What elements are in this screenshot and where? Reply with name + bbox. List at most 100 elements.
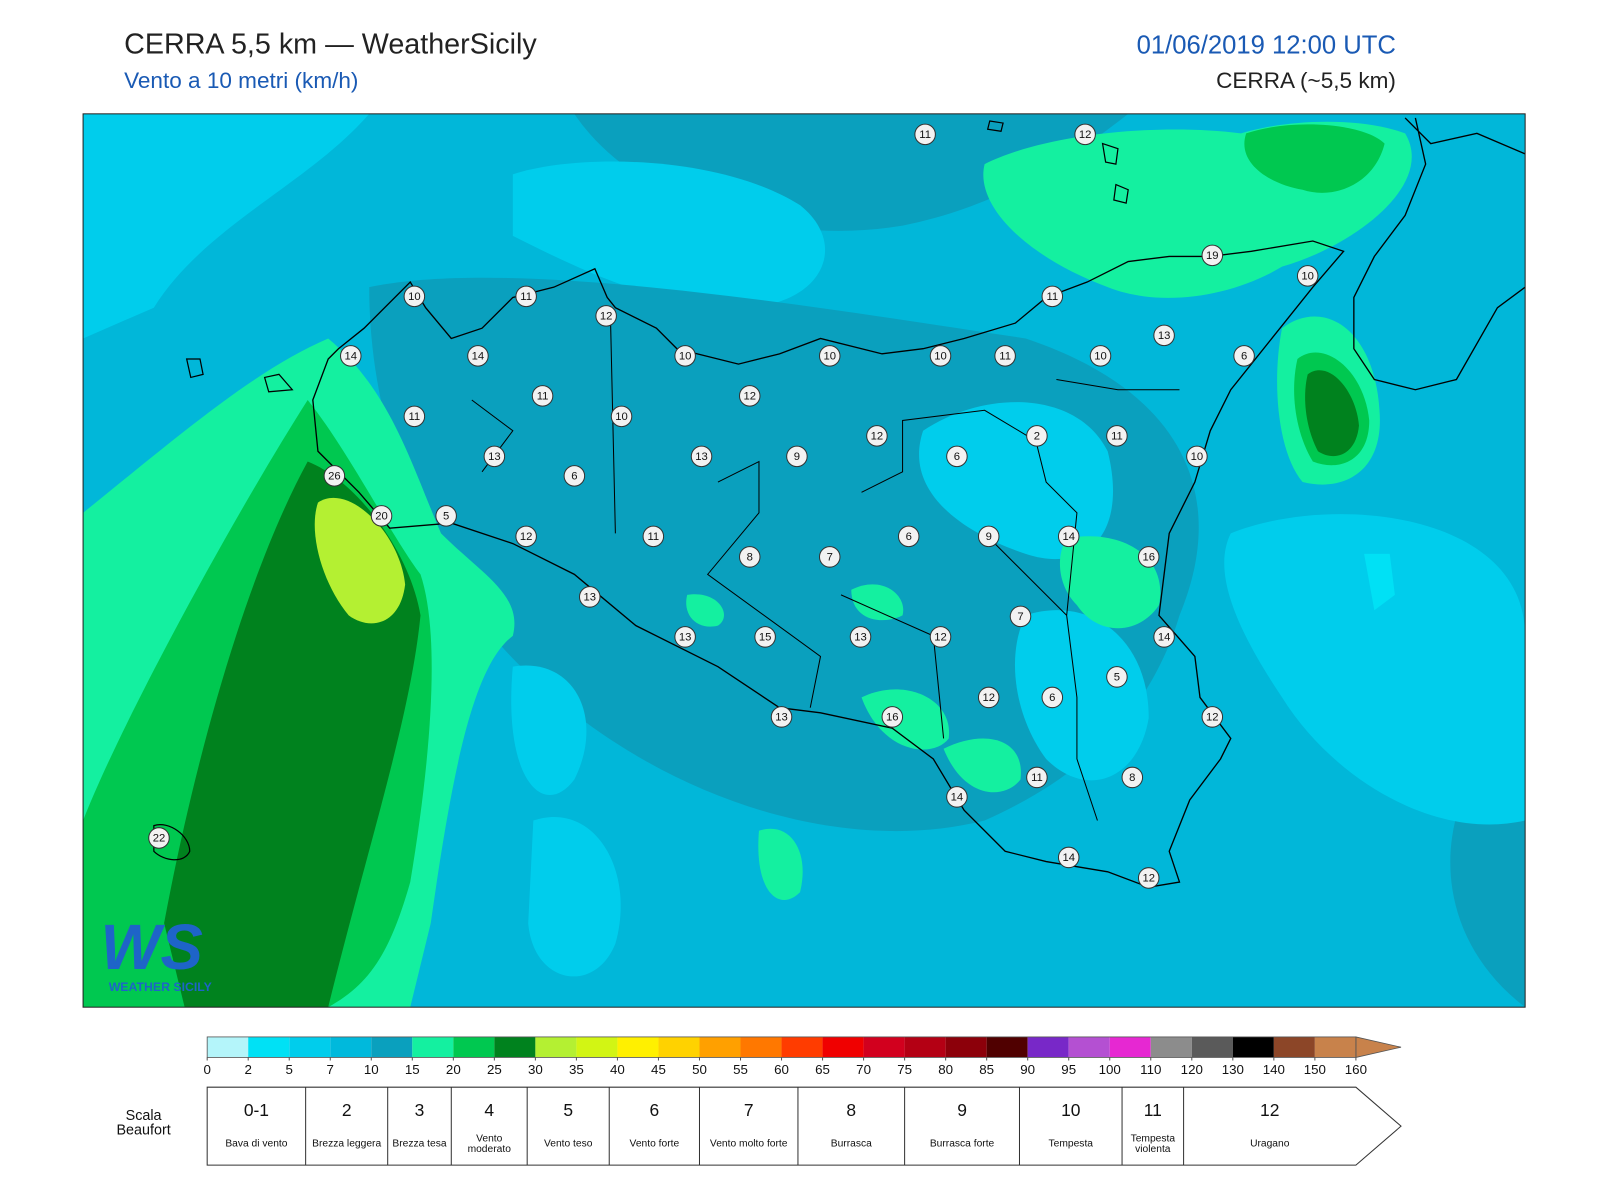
station: 19 xyxy=(1201,244,1224,267)
beaufort-name-box: Burrasca xyxy=(831,1139,872,1149)
beaufort-scale: Scala Beaufort 0-1 Bava di vento 2 Brezza l… xyxy=(116,1086,1402,1166)
colorbar-segment xyxy=(1109,1036,1151,1058)
colorbar-tick-label: 65 xyxy=(815,1062,830,1077)
station-value: 12 xyxy=(1079,129,1092,141)
station-value: 14 xyxy=(951,791,964,803)
colorbar-segment xyxy=(1314,1036,1356,1058)
beaufort-name-box: Uragano xyxy=(1250,1139,1289,1149)
station: 9 xyxy=(786,445,808,468)
station: 11 xyxy=(531,385,554,407)
station: 13 xyxy=(770,706,793,728)
colorbar-segment xyxy=(986,1036,1028,1058)
colorbar-segment xyxy=(658,1036,700,1058)
station-value: 13 xyxy=(679,631,692,643)
colorbar-tick-label: 80 xyxy=(938,1062,953,1077)
station-value: 5 xyxy=(1114,671,1120,683)
station-marker xyxy=(929,345,952,367)
colorbar-segment xyxy=(863,1036,905,1058)
station-value: 7 xyxy=(1017,611,1023,623)
colorbar-tick-label: 75 xyxy=(897,1062,912,1077)
station: 15 xyxy=(754,626,776,648)
station-marker xyxy=(1186,445,1208,468)
station-marker xyxy=(403,405,426,428)
colorbar-tick-label: 130 xyxy=(1222,1062,1244,1077)
beaufort-force: 0-1 xyxy=(244,1100,269,1120)
colorbar-tick-label: 5 xyxy=(286,1062,293,1077)
beaufort-name: Tempesta xyxy=(1048,1138,1093,1150)
station: 13 xyxy=(849,626,872,648)
station-value: 11 xyxy=(1031,772,1043,784)
station: 6 xyxy=(946,445,968,468)
colorbar-segment xyxy=(740,1036,782,1058)
colorbar-tick-label: 140 xyxy=(1263,1062,1285,1077)
beaufort-name: Vento moderato xyxy=(467,1133,511,1155)
station-value: 11 xyxy=(1111,430,1123,442)
station-marker xyxy=(1057,525,1080,548)
station: 11 xyxy=(1041,285,1064,308)
station: 10 xyxy=(929,345,952,367)
station-value: 10 xyxy=(1191,451,1204,463)
station-marker xyxy=(467,345,489,367)
station: 26 xyxy=(323,465,346,487)
colorbar-tick-label: 35 xyxy=(569,1062,584,1077)
colorbar-segment xyxy=(289,1036,331,1058)
station: 12 xyxy=(866,425,888,447)
beaufort-name-box: Vento molto forte xyxy=(710,1139,788,1149)
colorbar-tick-label: 95 xyxy=(1061,1062,1076,1077)
station: 11 xyxy=(642,525,665,548)
field xyxy=(1305,370,1359,457)
station-value: 10 xyxy=(823,350,836,362)
station: 10 xyxy=(610,405,633,428)
colorbar-segment xyxy=(781,1036,823,1058)
station-value: 13 xyxy=(695,451,708,463)
station-value: 6 xyxy=(1049,692,1055,704)
colorbar-tick-label: 90 xyxy=(1020,1062,1035,1077)
colorbar-segment xyxy=(904,1036,946,1058)
station: 8 xyxy=(1121,766,1144,789)
colorbar-tick-label: 110 xyxy=(1140,1062,1161,1077)
station: 10 xyxy=(1089,345,1112,367)
subtitle: Vento a 10 metri (km/h) xyxy=(124,68,358,93)
station-marker xyxy=(563,465,586,487)
station: 13 xyxy=(483,445,506,468)
datetime: 01/06/2019 12:00 UTC xyxy=(1137,31,1396,59)
station-value: 11 xyxy=(520,291,532,303)
station-value: 12 xyxy=(600,310,613,322)
station-value: 6 xyxy=(1241,350,1247,362)
station-marker xyxy=(1137,546,1160,568)
station-marker xyxy=(148,827,170,849)
beaufort-force: 6 xyxy=(650,1100,660,1120)
station: 14 xyxy=(1057,846,1080,869)
station-marker xyxy=(1201,706,1224,728)
station-marker xyxy=(1121,766,1144,789)
colorbar-tick-label: 60 xyxy=(774,1062,789,1077)
station-marker xyxy=(1041,686,1064,709)
station-marker xyxy=(994,345,1016,367)
station: 6 xyxy=(1233,345,1255,367)
field xyxy=(83,113,370,339)
colorbar-tick-label: 120 xyxy=(1181,1062,1203,1077)
station: 22 xyxy=(148,827,170,849)
logo: WS WEATHER SICILY xyxy=(101,912,212,994)
station-marker xyxy=(674,345,696,367)
station: 12 xyxy=(1074,123,1096,146)
colorbar-tick-label: 160 xyxy=(1345,1062,1367,1077)
station-marker xyxy=(370,505,393,527)
field xyxy=(314,497,406,624)
beaufort-force: 5 xyxy=(563,1100,573,1120)
station: 12 xyxy=(1201,706,1224,728)
colorbar-tick-label: 150 xyxy=(1304,1062,1326,1077)
beaufort-force: 10 xyxy=(1061,1100,1081,1120)
station-marker xyxy=(1089,345,1112,367)
colorbar-tick-label: 55 xyxy=(733,1062,748,1077)
beaufort-name: Brezza tesa xyxy=(392,1138,447,1150)
station-value: 11 xyxy=(647,531,659,543)
station: 7 xyxy=(1009,605,1032,628)
map: WS WEATHER SICILY 11 12 19 10 10 11 12 11 13 14 14… xyxy=(83,113,1526,1008)
colorbar-segment xyxy=(330,1036,372,1058)
station-marker xyxy=(786,445,808,468)
beaufort-force: 7 xyxy=(744,1100,754,1120)
station: 6 xyxy=(563,465,586,487)
station-value: 11 xyxy=(999,350,1011,362)
station: 20 xyxy=(370,505,393,527)
